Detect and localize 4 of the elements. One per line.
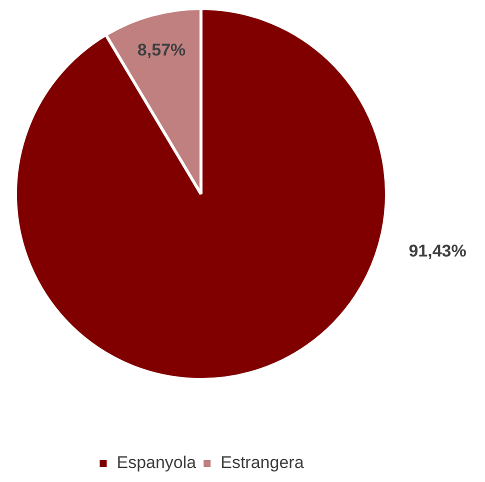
data-label: 91,43% [408,242,466,261]
legend-label: Espanyola [116,453,197,472]
legend-label: Estrangera [220,453,304,472]
data-label: 8,57% [137,40,186,60]
